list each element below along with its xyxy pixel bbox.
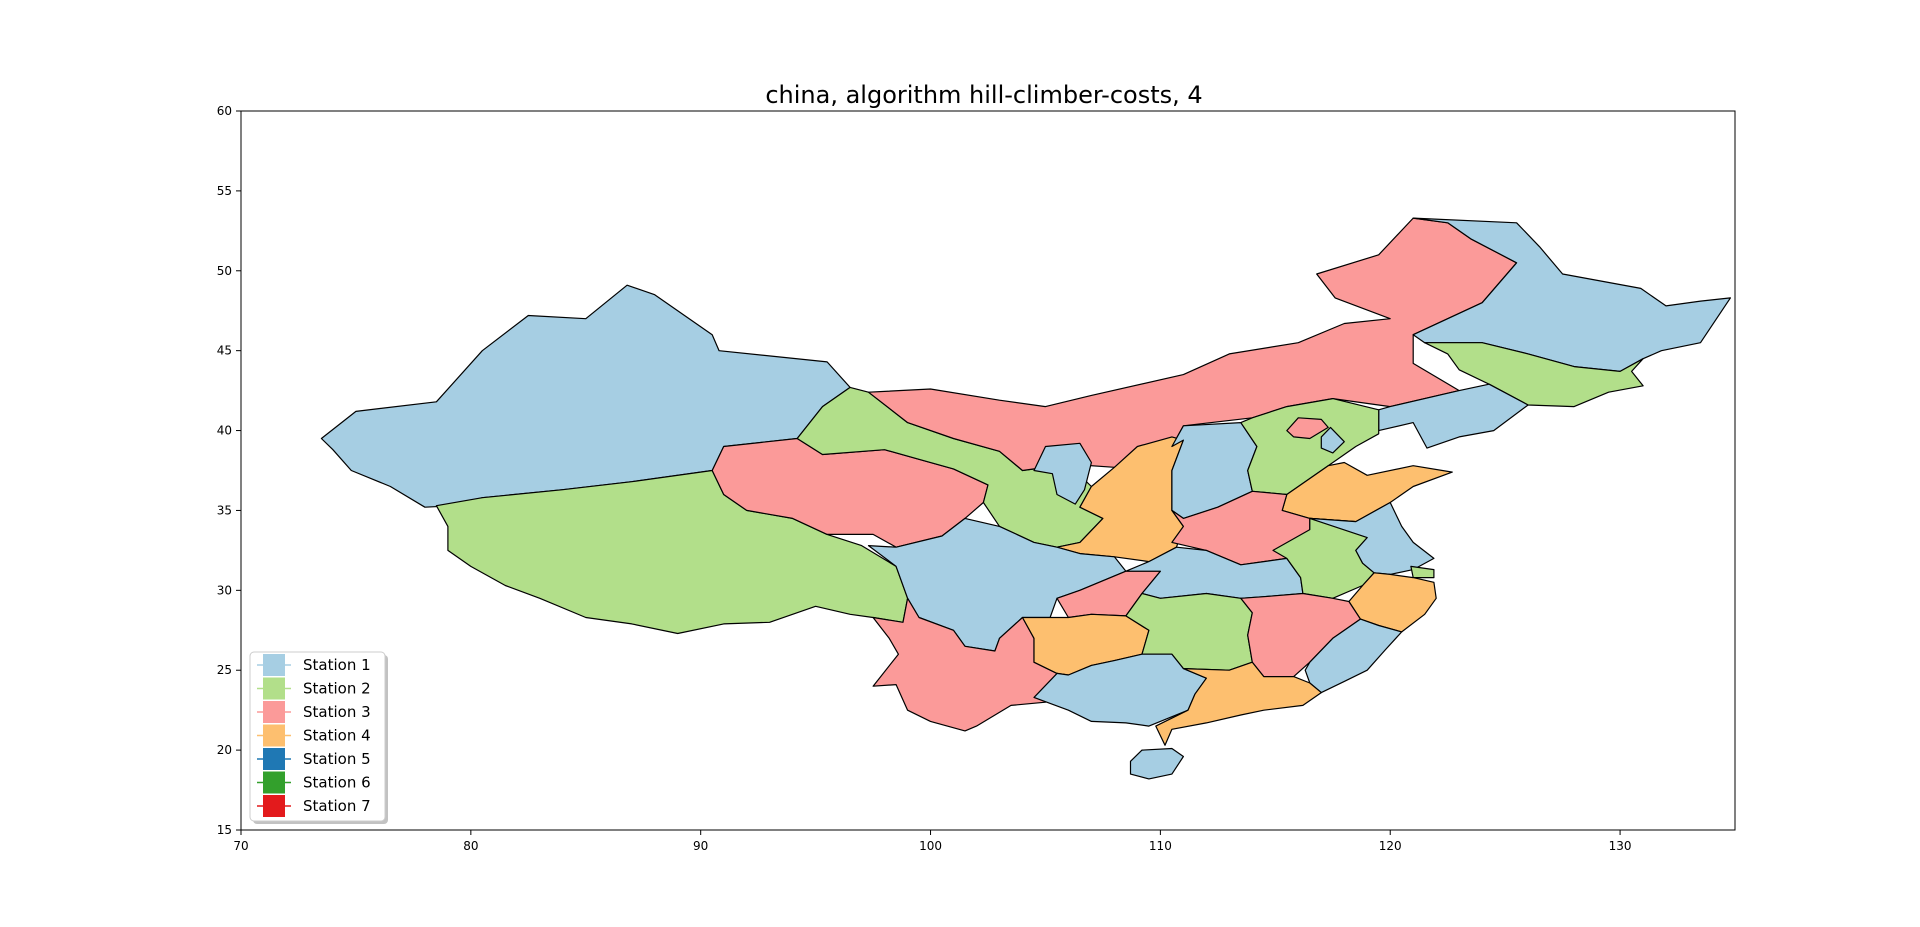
legend-swatch [263, 701, 285, 723]
region-hebei [1240, 398, 1380, 496]
region-guangdong [1155, 661, 1322, 746]
x-tick-label: 130 [1609, 839, 1632, 853]
x-tick-label: 90 [693, 839, 708, 853]
y-tick-label: 60 [217, 104, 232, 118]
x-tick-label: 100 [919, 839, 942, 853]
y-tick-label: 30 [217, 583, 232, 597]
region-beijing [1286, 417, 1329, 440]
legend: Station 1 Station 2 Station 3 Station 4 Stat… [249, 651, 388, 824]
legend-label: Station 5 [303, 750, 371, 768]
region-liaoning [1378, 383, 1529, 449]
y-tick-label: 35 [217, 503, 232, 517]
legend-swatch [263, 677, 285, 700]
x-axis: 70 80 90 100 110 120 130 [233, 830, 1632, 853]
region-jilin [1424, 342, 1644, 408]
legend-label: Station 3 [303, 703, 371, 721]
legend-label: Station 7 [303, 797, 371, 815]
region-shanghai [1410, 565, 1435, 579]
legend-label: Station 4 [303, 727, 371, 745]
region-tianjin [1320, 426, 1345, 454]
x-tick-label: 110 [1149, 839, 1172, 853]
legend-label: Station 2 [303, 680, 371, 698]
y-axis: 15 20 25 30 35 40 45 50 55 60 [217, 104, 241, 837]
y-tick-label: 20 [217, 743, 232, 757]
legend-label: Station 6 [303, 774, 371, 792]
legend-swatch [263, 795, 285, 817]
y-tick-label: 50 [217, 264, 232, 278]
legend-label: Station 1 [303, 656, 371, 674]
plot-frame [240, 110, 1736, 831]
region-hainan [1129, 747, 1184, 780]
x-tick-label: 80 [463, 839, 478, 853]
x-tick-label: 70 [233, 839, 248, 853]
legend-swatch [263, 748, 285, 770]
chart-title: china, algorithm hill-climber-costs, 4 [765, 81, 1202, 109]
legend-swatch [263, 771, 285, 794]
legend-swatch [263, 724, 285, 747]
y-tick-label: 40 [217, 424, 232, 438]
x-tick-label: 120 [1379, 839, 1402, 853]
y-tick-label: 45 [217, 344, 232, 358]
y-tick-label: 55 [217, 184, 232, 198]
y-tick-label: 15 [217, 823, 232, 837]
province-regions [320, 217, 1731, 780]
region-ningxia [1033, 442, 1092, 505]
legend-swatch [263, 654, 285, 676]
y-tick-label: 25 [217, 663, 232, 677]
legend-items: Station 1 Station 2 Station 3 Station 4 Stat… [257, 654, 371, 817]
region-fujian [1304, 618, 1403, 694]
